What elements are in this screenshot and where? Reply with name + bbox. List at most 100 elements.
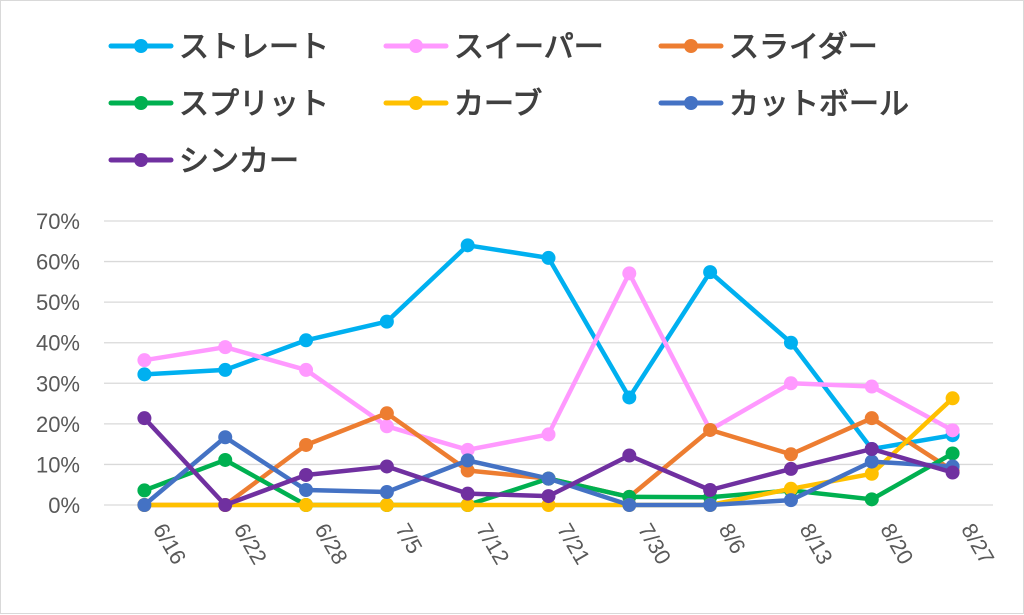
- data-point: [299, 437, 314, 452]
- data-point: [541, 427, 556, 442]
- legend-label: スプリット: [179, 87, 329, 122]
- data-point: [783, 493, 798, 508]
- data-point: [137, 483, 152, 498]
- y-tick-label: 10%: [36, 452, 80, 477]
- x-tick-label: 7/5: [391, 519, 428, 558]
- x-tick-label: 8/27: [956, 519, 999, 569]
- data-point: [703, 265, 718, 280]
- y-tick-label: 0%: [48, 493, 80, 518]
- legend-item: カーブ: [383, 87, 542, 122]
- legend-marker: [134, 39, 148, 53]
- data-point: [379, 485, 394, 500]
- data-point: [622, 266, 637, 281]
- data-point: [299, 362, 314, 377]
- data-point: [541, 489, 556, 504]
- legend-item: シンカー: [108, 144, 299, 179]
- legend-marker: [134, 153, 148, 167]
- data-point: [299, 333, 314, 348]
- data-point: [945, 465, 960, 480]
- series-カットボール: [137, 430, 960, 512]
- y-tick-label: 70%: [36, 209, 80, 234]
- data-point: [783, 461, 798, 476]
- data-point: [379, 314, 394, 329]
- data-point: [622, 448, 637, 463]
- data-point: [703, 482, 718, 497]
- data-point: [541, 471, 556, 486]
- data-point: [460, 463, 475, 478]
- y-tick-label: 20%: [36, 412, 80, 437]
- data-point: [864, 492, 879, 507]
- legend-label: シンカー: [179, 144, 299, 179]
- legend-label: カーブ: [454, 87, 542, 122]
- legend-item: スイーパー: [383, 30, 604, 65]
- data-point: [137, 411, 152, 426]
- y-tick-label: 30%: [36, 371, 80, 396]
- data-point: [460, 442, 475, 457]
- series-シンカー: [137, 411, 960, 512]
- data-point: [783, 376, 798, 391]
- series-ストレート: [137, 238, 960, 457]
- data-point: [460, 486, 475, 501]
- data-point: [783, 447, 798, 462]
- x-tick-label: 6/22: [229, 519, 272, 569]
- legend-item: カットボール: [658, 87, 909, 122]
- y-tick-label: 40%: [36, 331, 80, 356]
- data-point: [137, 498, 152, 512]
- x-tick-label: 6/16: [148, 519, 191, 569]
- data-point: [864, 454, 879, 469]
- data-point: [379, 459, 394, 474]
- data-point: [703, 498, 718, 512]
- x-tick-label: 8/20: [875, 519, 918, 569]
- x-tick-label: 6/28: [310, 519, 353, 569]
- legend-label: スライダー: [729, 30, 878, 65]
- data-point: [379, 406, 394, 421]
- data-point: [379, 419, 394, 434]
- data-point: [864, 466, 879, 481]
- series-layer: [137, 238, 960, 512]
- data-point: [864, 379, 879, 394]
- data-point: [137, 353, 152, 368]
- data-point: [945, 423, 960, 438]
- y-tick-label: 60%: [36, 250, 80, 275]
- data-point: [864, 442, 879, 457]
- data-point: [299, 482, 314, 497]
- data-point: [460, 238, 475, 253]
- x-tick-label: 7/21: [552, 519, 595, 569]
- data-point: [945, 391, 960, 406]
- legend-marker: [684, 39, 698, 53]
- data-point: [622, 390, 637, 405]
- data-point: [218, 430, 233, 445]
- data-point: [541, 250, 556, 265]
- legend-marker: [134, 96, 148, 110]
- legend-marker: [409, 96, 423, 110]
- legend-item: スプリット: [108, 87, 329, 122]
- data-point: [460, 453, 475, 468]
- data-point: [299, 498, 314, 512]
- data-point: [218, 452, 233, 467]
- data-point: [945, 446, 960, 461]
- x-tick-label: 7/30: [633, 519, 676, 569]
- data-point: [218, 498, 233, 512]
- data-point: [783, 335, 798, 350]
- series-スイーパー: [137, 266, 960, 457]
- data-point: [460, 498, 475, 512]
- x-tick-label: 8/6: [714, 519, 751, 558]
- legend-label: スイーパー: [454, 30, 604, 65]
- data-point: [622, 498, 637, 512]
- data-point: [703, 422, 718, 437]
- data-point: [783, 481, 798, 496]
- series-line: [142, 243, 955, 452]
- legend-label: ストレート: [179, 30, 329, 65]
- legend-label: カットボール: [729, 87, 909, 122]
- y-tick-label: 50%: [36, 290, 80, 315]
- y-axis-ticks: 0% 10% 20% 30% 40% 50% 60% 70%: [36, 209, 80, 518]
- x-tick-label: 7/12: [471, 519, 514, 569]
- data-point: [218, 362, 233, 377]
- data-point: [379, 498, 394, 512]
- legend-item: スライダー: [658, 30, 878, 65]
- x-tick-label: 8/13: [795, 519, 838, 569]
- legend-item: ストレート: [108, 30, 329, 65]
